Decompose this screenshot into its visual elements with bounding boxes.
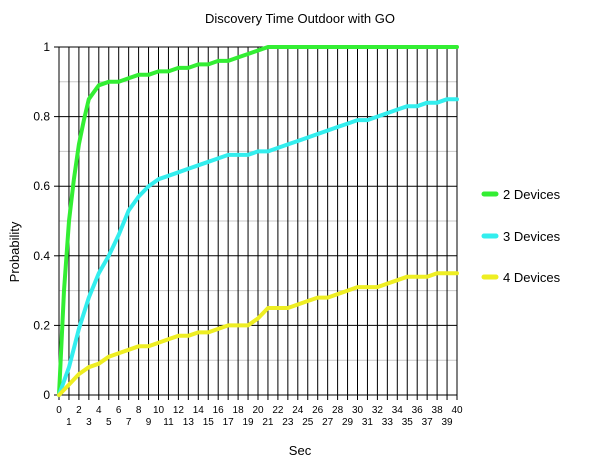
x-tick-label: 15	[203, 417, 215, 428]
y-tick-label: 0.4	[33, 249, 50, 263]
legend-label-2-devices: 2 Devices	[503, 187, 561, 202]
legend-label-4-devices: 4 Devices	[503, 270, 561, 285]
x-tick-label: 10	[153, 405, 165, 416]
x-tick-label: 20	[252, 405, 264, 416]
x-tick-label: 6	[116, 405, 122, 416]
x-tick-label: 23	[282, 417, 294, 428]
x-tick-label: 1	[66, 417, 72, 428]
grid	[59, 47, 457, 395]
x-tick-label: 33	[382, 417, 394, 428]
x-tick-label: 34	[392, 405, 404, 416]
x-tick-label: 28	[332, 405, 344, 416]
x-tick-label: 22	[272, 405, 284, 416]
series-lines	[57, 45, 459, 397]
x-tick-label: 26	[312, 405, 324, 416]
series-line-2-devices	[57, 45, 459, 397]
chart-title: Discovery Time Outdoor with GO	[205, 11, 395, 26]
x-tick-label: 29	[342, 417, 354, 428]
x-tick-label: 8	[136, 405, 142, 416]
x-tick-label: 24	[292, 405, 304, 416]
legend-label-3-devices: 3 Devices	[503, 229, 561, 244]
x-tick-label: 38	[432, 405, 444, 416]
x-tick-label: 40	[451, 405, 463, 416]
x-axis: 0123456789101112131415161718192021222324…	[56, 395, 463, 428]
x-tick-label: 17	[223, 417, 235, 428]
x-tick-label: 35	[402, 417, 414, 428]
x-tick-label: 7	[126, 417, 132, 428]
x-tick-label: 11	[163, 417, 174, 428]
y-axis: 0 0.2 0.4 0.6 0.8 1	[33, 40, 59, 402]
x-tick-label: 14	[193, 405, 205, 416]
x-tick-label: 39	[441, 417, 453, 428]
legend: 2 Devices 3 Devices 4 Devices	[481, 187, 561, 285]
x-tick-label: 21	[262, 417, 274, 428]
x-tick-label: 5	[106, 417, 112, 428]
x-tick-label: 9	[146, 417, 152, 428]
x-tick-label: 2	[76, 405, 82, 416]
x-tick-label: 18	[233, 405, 245, 416]
x-axis-label: Sec	[289, 443, 312, 458]
x-tick-label: 31	[362, 417, 374, 428]
x-tick-label: 16	[213, 405, 225, 416]
x-tick-label: 4	[96, 405, 102, 416]
y-tick-label: 0.6	[33, 179, 50, 193]
y-tick-label: 0.8	[33, 110, 50, 124]
y-tick-label: 0.2	[33, 318, 50, 332]
x-tick-label: 3	[86, 417, 92, 428]
y-axis-label: Probability	[7, 221, 22, 282]
x-tick-label: 32	[372, 405, 384, 416]
y-tick-label: 1	[43, 40, 50, 54]
series-line-3-devices	[57, 97, 459, 397]
x-tick-label: 25	[302, 417, 314, 428]
x-tick-label: 19	[242, 417, 254, 428]
x-tick-label: 27	[322, 417, 334, 428]
x-tick-label: 12	[173, 405, 185, 416]
x-tick-label: 37	[422, 417, 434, 428]
x-tick-label: 0	[56, 405, 62, 416]
series-line-4-devices	[57, 271, 459, 397]
x-tick-label: 13	[183, 417, 195, 428]
y-tick-label: 0	[43, 388, 50, 402]
x-tick-label: 36	[412, 405, 424, 416]
x-tick-label: 30	[352, 405, 364, 416]
